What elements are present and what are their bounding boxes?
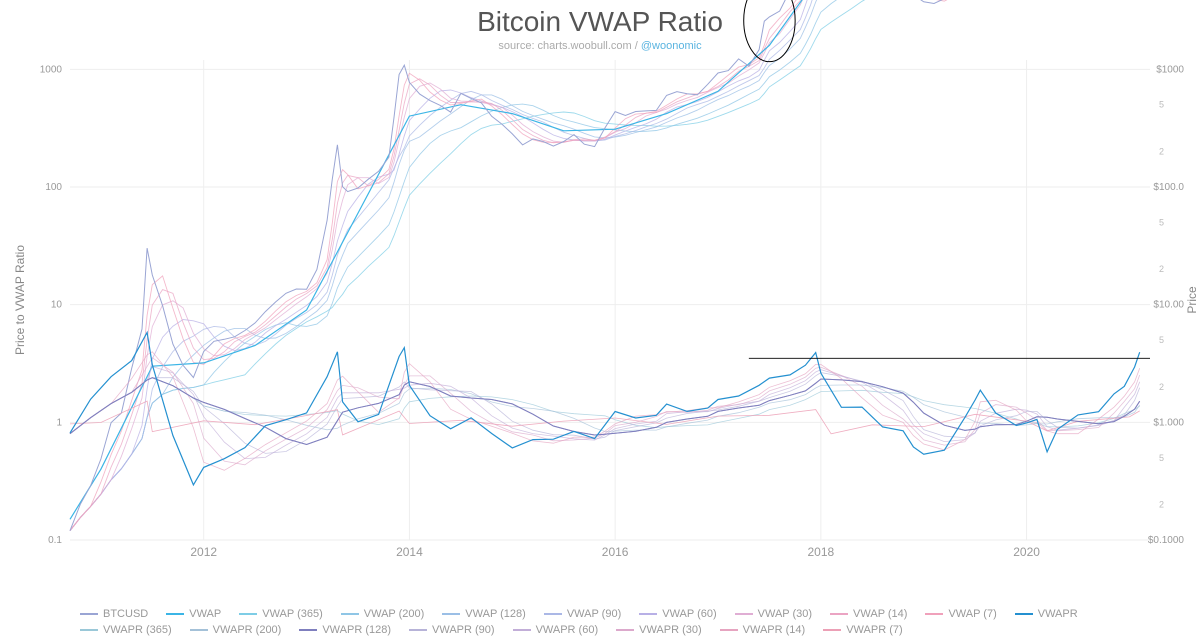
legend-swatch (239, 613, 257, 615)
svg-text:2: 2 (1159, 500, 1164, 510)
legend-item-vwapr90[interactable]: VWAPR (90) (409, 624, 495, 636)
legend-swatch (442, 613, 460, 615)
legend-label: VWAP (30) (758, 608, 812, 620)
legend-label: VWAP (189, 608, 221, 620)
legend-label: VWAPR (7) (846, 624, 902, 636)
legend-item-vwap200[interactable]: VWAP (200) (341, 608, 425, 620)
legend-item-vwapr[interactable]: VWAPR (1015, 608, 1078, 620)
legend-item-vwap30[interactable]: VWAP (30) (735, 608, 812, 620)
svg-text:Price: Price (1185, 286, 1199, 314)
legend-swatch (409, 629, 427, 631)
legend-swatch (823, 629, 841, 631)
legend-item-vwapr30[interactable]: VWAPR (30) (616, 624, 702, 636)
legend-item-vwapr128[interactable]: VWAPR (128) (299, 624, 391, 636)
subtitle-link[interactable]: @woonomic (641, 40, 702, 52)
legend-swatch (341, 613, 359, 615)
legend-label: VWAPR (128) (322, 624, 391, 636)
svg-text:2012: 2012 (190, 545, 217, 559)
legend-item-vwapr7[interactable]: VWAPR (7) (823, 624, 902, 636)
legend-label: VWAP (90) (567, 608, 621, 620)
svg-text:0.1: 0.1 (48, 535, 62, 546)
legend-label: VWAP (128) (465, 608, 526, 620)
legend-label: VWAPR (30) (639, 624, 702, 636)
svg-text:2: 2 (1159, 382, 1164, 392)
svg-text:$100.0: $100.0 (1153, 182, 1184, 193)
legend-label: VWAP (14) (853, 608, 907, 620)
legend-swatch (190, 629, 208, 631)
svg-text:2: 2 (1159, 264, 1164, 274)
svg-text:2: 2 (1159, 147, 1164, 157)
legend-label: VWAP (60) (662, 608, 716, 620)
legend-item-vwapr200[interactable]: VWAPR (200) (190, 624, 282, 636)
legend-swatch (639, 613, 657, 615)
svg-text:2018: 2018 (808, 545, 835, 559)
legend-item-vwap60[interactable]: VWAP (60) (639, 608, 716, 620)
legend-label: BTCUSD (103, 608, 148, 620)
legend-label: VWAPR (14) (743, 624, 806, 636)
legend-label: VWAP (200) (364, 608, 425, 620)
plot-svg: 0.11101001000$0.1000$1.000$10.00$100.0$1… (70, 60, 1150, 540)
legend-item-vwapr14[interactable]: VWAPR (14) (720, 624, 806, 636)
svg-text:$1000: $1000 (1156, 64, 1184, 75)
legend-label: VWAPR (200) (213, 624, 282, 636)
legend-label: VWAPR (90) (432, 624, 495, 636)
legend-swatch (1015, 613, 1033, 615)
legend-swatch (299, 629, 317, 631)
legend-swatch (735, 613, 753, 615)
svg-text:2016: 2016 (602, 545, 629, 559)
legend-swatch (80, 613, 98, 615)
subtitle-text: source: charts.woobull.com / (498, 40, 640, 52)
legend-swatch (925, 613, 943, 615)
legend-label: VWAPR (1038, 608, 1078, 620)
legend-swatch (830, 613, 848, 615)
legend-swatch (80, 629, 98, 631)
svg-text:$1.000: $1.000 (1153, 417, 1184, 428)
legend-label: VWAPR (60) (536, 624, 599, 636)
svg-text:10: 10 (51, 300, 63, 311)
chart-container: Bitcoin VWAP Ratio source: charts.woobul… (0, 0, 1200, 642)
svg-text:100: 100 (45, 182, 62, 193)
legend-label: VWAP (7) (948, 608, 996, 620)
legend: BTCUSD VWAP VWAP (365) VWAP (200) VWAP (128)… (80, 608, 1160, 636)
legend-item-vwap[interactable]: VWAP (166, 608, 221, 620)
svg-text:2020: 2020 (1013, 545, 1040, 559)
legend-item-vwap7[interactable]: VWAP (7) (925, 608, 996, 620)
legend-item-vwap365[interactable]: VWAP (365) (239, 608, 323, 620)
legend-swatch (513, 629, 531, 631)
svg-text:Price to VWAP Ratio: Price to VWAP Ratio (13, 245, 27, 355)
legend-swatch (544, 613, 562, 615)
svg-text:$10.00: $10.00 (1153, 300, 1184, 311)
legend-swatch (166, 613, 184, 615)
svg-text:5: 5 (1159, 217, 1164, 227)
legend-swatch (616, 629, 634, 631)
legend-label: VWAP (365) (262, 608, 323, 620)
plot-area: 0.11101001000$0.1000$1.000$10.00$100.0$1… (70, 60, 1150, 540)
svg-text:1000: 1000 (40, 64, 63, 75)
legend-item-vwapr60[interactable]: VWAPR (60) (513, 624, 599, 636)
legend-swatch (720, 629, 738, 631)
svg-text:1: 1 (56, 417, 62, 428)
legend-item-vwap128[interactable]: VWAP (128) (442, 608, 526, 620)
chart-subtitle: source: charts.woobull.com / @woonomic (0, 40, 1200, 52)
legend-item-vwap90[interactable]: VWAP (90) (544, 608, 621, 620)
legend-item-vwapr365[interactable]: VWAPR (365) (80, 624, 172, 636)
svg-text:5: 5 (1159, 100, 1164, 110)
svg-text:2014: 2014 (396, 545, 423, 559)
legend-item-btcusd[interactable]: BTCUSD (80, 608, 148, 620)
svg-text:5: 5 (1159, 453, 1164, 463)
svg-text:5: 5 (1159, 335, 1164, 345)
svg-text:$0.1000: $0.1000 (1148, 535, 1185, 546)
chart-title: Bitcoin VWAP Ratio (0, 0, 1200, 38)
legend-label: VWAPR (365) (103, 624, 172, 636)
legend-item-vwap14[interactable]: VWAP (14) (830, 608, 907, 620)
